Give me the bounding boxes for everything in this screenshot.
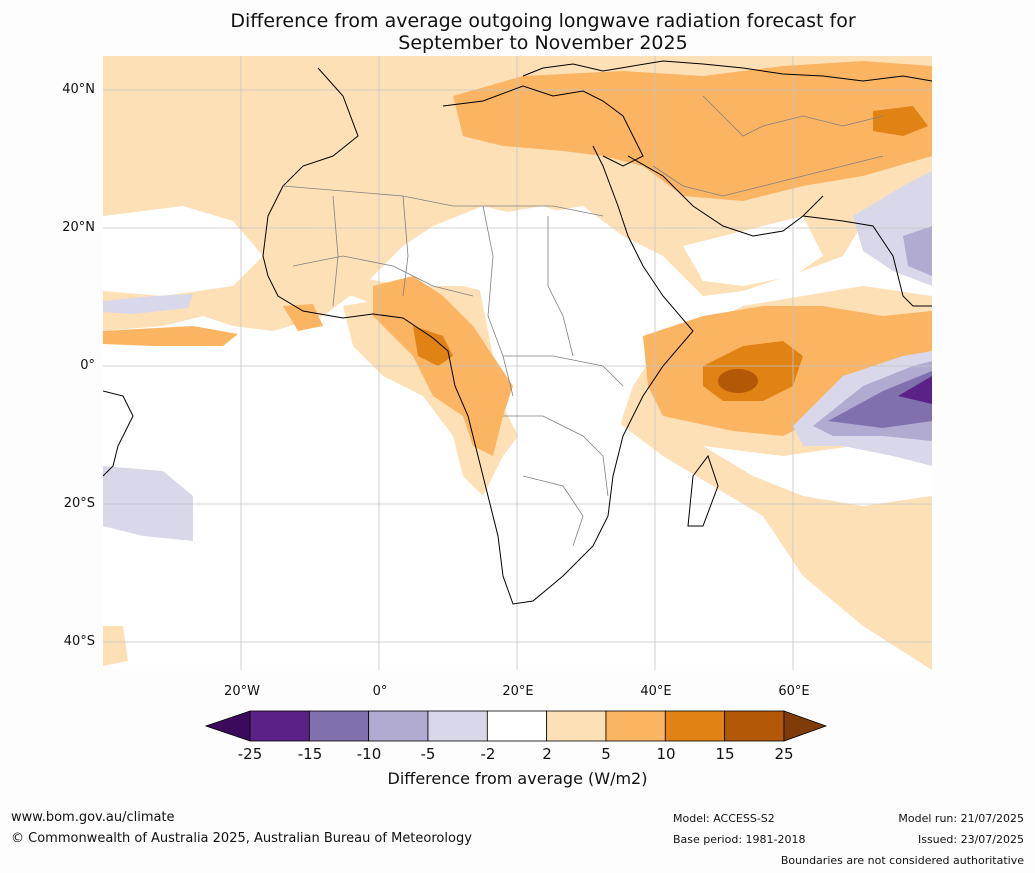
copyright-text: © Commonwealth of Australia 2025, Austra… [11,831,472,846]
colorbar-bin [486,710,548,742]
title-line-1: Difference from average outgoing longwav… [230,10,856,32]
lat-label-equator: 0° [80,358,95,373]
colorbar-extend-low [205,710,251,742]
anomaly-near-zero [103,206,932,506]
anomaly-negative [103,171,932,541]
olr-anomaly-map [103,56,932,670]
lon-label-20e: 20°E [502,684,534,699]
coastlines [103,60,932,605]
lat-label-20n: 20°N [62,220,95,235]
issued-text: Issued: 23/07/2025 [917,833,1024,846]
colorbar-tick: 5 [601,745,611,763]
gridlines [103,56,932,670]
colorbar-tick: -5 [420,745,436,763]
website-link[interactable]: www.bom.gov.au/climate [11,810,175,825]
colorbar-tick: -15 [297,745,323,763]
lon-label-60e: 60°E [778,684,810,699]
lat-label-40s: 40°S [63,634,95,649]
title-line-2: September to November 2025 [398,32,688,54]
lon-label-0: 0° [372,684,388,699]
disclaimer-text: Boundaries are not considered authoritat… [780,854,1024,867]
colorbar-tick: -2 [480,745,496,763]
colorbar-tick: 15 [715,745,735,763]
colorbar-bin [308,710,370,742]
country-borders [282,95,884,547]
colorbar-label: Difference from average (W/m2) [387,769,648,788]
lon-label-20w: 20°W [224,684,260,699]
colorbar-extend-high [783,710,828,742]
anomaly-15-to-25 [718,369,758,393]
model-run-text: Model run: 21/07/2025 [898,812,1024,825]
colorbar-tick: 25 [774,745,794,763]
colorbar [205,710,828,742]
colorbar-tick: -25 [237,745,263,763]
map-title: Difference from average outgoing longwav… [0,10,1035,54]
lat-label-40n: 40°N [62,82,95,97]
colorbar-tick: 10 [656,745,676,763]
colorbar-bin [249,710,310,742]
lat-label-20s: 20°S [63,496,95,511]
colorbar-tick: 2 [542,745,552,763]
colorbar-bin [664,710,726,742]
colorbar-bin [368,710,429,742]
colorbar-tick: -10 [356,745,382,763]
colorbar-bin [546,710,607,742]
colorbar-bin [724,710,785,742]
colorbar-bin [605,710,666,742]
lon-label-40e: 40°E [640,684,672,699]
model-text: Model: ACCESS-S2 [673,812,775,825]
colorbar-bin [427,710,488,742]
base-period-text: Base period: 1981-2018 [673,833,806,846]
